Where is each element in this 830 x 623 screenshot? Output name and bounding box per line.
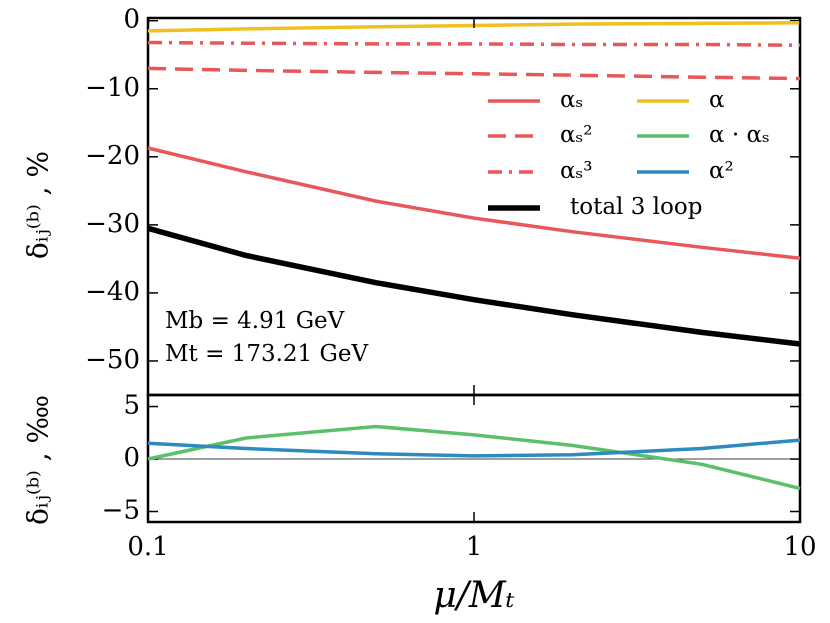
legend-label: α <box>709 87 725 113</box>
annotation: Mb = 4.91 GeV <box>165 308 345 334</box>
x-tick-label: 10 <box>783 532 816 562</box>
x-axis-label: μ/Mₜ <box>433 575 514 616</box>
series-line <box>147 424 801 491</box>
legend-label: α · αₛ <box>709 122 770 148</box>
series-line <box>147 40 801 47</box>
y-tick-label: 0 <box>123 443 140 473</box>
y-tick-label: −5 <box>102 496 140 526</box>
legend-label: α² <box>709 158 734 184</box>
y-axis-label: δᵢⱼ⁽ᵇ⁾ , ‱ <box>22 395 55 525</box>
y-tick-label: −50 <box>85 345 140 375</box>
x-tick-label: 1 <box>466 532 483 562</box>
legend-label: αₛ <box>560 87 583 113</box>
series-line <box>147 438 801 458</box>
y-tick-label: −10 <box>85 73 140 103</box>
y-axis-label: δᵢⱼ⁽ᵇ⁾ , % <box>22 151 55 259</box>
plot-frame <box>146 393 802 524</box>
y-tick-label: 5 <box>123 391 140 421</box>
legend-label: αₛ² <box>560 122 593 148</box>
series-line <box>147 146 801 260</box>
y-tick-label: −20 <box>85 141 140 171</box>
x-tick-label: 0.1 <box>127 532 168 562</box>
y-tick-label: −40 <box>85 277 140 307</box>
series-line <box>147 66 801 81</box>
y-tick-label: −30 <box>85 209 140 239</box>
annotation: Mt = 173.21 GeV <box>165 341 368 367</box>
y-tick-label: 0 <box>123 5 140 35</box>
legend-label: αₛ³ <box>560 158 593 184</box>
series-line <box>147 225 801 347</box>
legend-label: total 3 loop <box>570 194 702 220</box>
